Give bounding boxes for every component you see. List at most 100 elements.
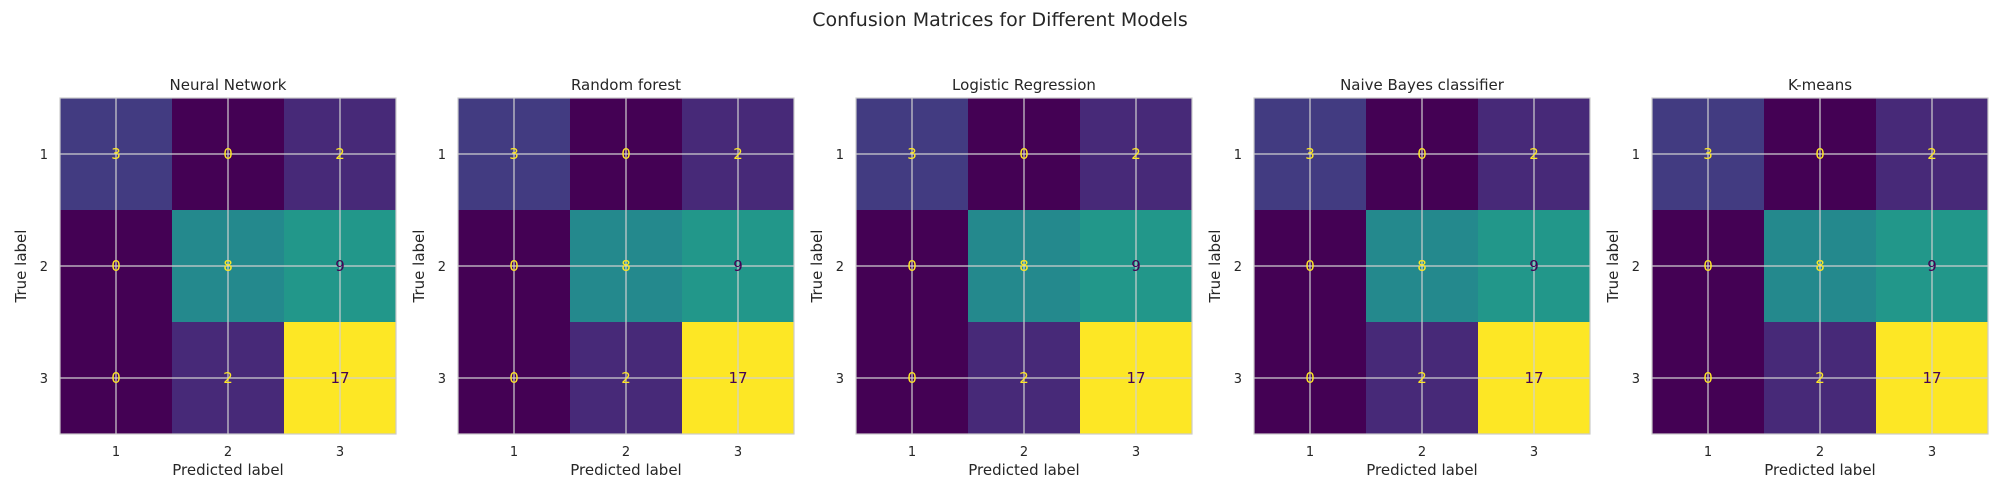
panel-1: Random forest 3 0 2 0 8 9 0 2 17 1 2 3 1 2 3 Predicted l… [410, 76, 795, 479]
y-axis-label: True label [12, 230, 30, 304]
cell-value-label: 2 [335, 145, 345, 163]
cell-value-label: 3 [111, 145, 121, 163]
cell-value-label: 8 [621, 257, 631, 275]
y-tick-label: 2 [40, 260, 48, 275]
cell-value-label: 3 [1703, 145, 1713, 163]
cell-value-label: 17 [330, 369, 349, 387]
x-tick-label: 2 [224, 445, 232, 460]
x-tick-label: 1 [1704, 445, 1712, 460]
cell-value-label: 0 [621, 145, 631, 163]
x-tick-label: 3 [1928, 445, 1936, 460]
cell-value-label: 2 [621, 369, 631, 387]
cell-value-label: 0 [509, 369, 519, 387]
panel-title: Naive Bayes classifier [1340, 76, 1505, 94]
y-axis-label: True label [1206, 230, 1224, 304]
panel-title: Neural Network [170, 76, 287, 94]
panels: Neural Network 3 0 2 0 8 9 0 2 17 1 2 3 1 2 3 Predicted … [12, 76, 1989, 479]
cell-value-label: 0 [111, 369, 121, 387]
x-tick-label: 2 [622, 445, 630, 460]
cell-value-label: 9 [1927, 257, 1937, 275]
cell-value-label: 0 [1815, 145, 1825, 163]
panel-title: K-means [1788, 76, 1852, 94]
x-axis-label: Predicted label [1366, 461, 1477, 479]
cell-value-label: 9 [733, 257, 743, 275]
cell-value-label: 0 [1703, 257, 1713, 275]
y-tick-label: 3 [40, 372, 48, 387]
y-tick-label: 1 [1632, 148, 1640, 163]
x-tick-label: 2 [1418, 445, 1426, 460]
x-tick-label: 2 [1020, 445, 1028, 460]
cell-value-label: 17 [1922, 369, 1941, 387]
x-tick-label: 1 [1306, 445, 1314, 460]
x-tick-label: 3 [336, 445, 344, 460]
cell-value-label: 0 [111, 257, 121, 275]
y-tick-label: 2 [1234, 260, 1242, 275]
panel-title: Random forest [571, 76, 681, 94]
cell-value-label: 3 [907, 145, 917, 163]
x-tick-label: 3 [734, 445, 742, 460]
cell-value-label: 8 [1019, 257, 1029, 275]
cell-value-label: 9 [335, 257, 345, 275]
cell-value-label: 8 [1417, 257, 1427, 275]
cell-value-label: 2 [1927, 145, 1937, 163]
cell-value-label: 2 [1417, 369, 1427, 387]
x-tick-label: 1 [510, 445, 518, 460]
axes-frame [1651, 97, 1989, 435]
x-tick-label: 1 [112, 445, 120, 460]
y-tick-label: 1 [836, 148, 844, 163]
y-tick-label: 1 [438, 148, 446, 163]
y-tick-label: 2 [438, 260, 446, 275]
cell-value-label: 9 [1529, 257, 1539, 275]
x-axis-label: Predicted label [968, 461, 1079, 479]
cell-value-label: 0 [907, 369, 917, 387]
cell-value-label: 17 [1524, 369, 1543, 387]
cell-value-label: 9 [1131, 257, 1141, 275]
cell-value-label: 2 [733, 145, 743, 163]
panel-3: Naive Bayes classifier 3 0 2 0 8 9 0 2 17 1 2 3 1 2 3 Pr… [1206, 76, 1591, 479]
panel-4: K-means 3 0 2 0 8 9 0 2 17 1 2 3 1 2 3 Predicted label Tr… [1604, 76, 1989, 479]
cell-value-label: 0 [1305, 257, 1315, 275]
panel-0: Neural Network 3 0 2 0 8 9 0 2 17 1 2 3 1 2 3 Predicted … [12, 76, 397, 479]
cell-value-label: 0 [1703, 369, 1713, 387]
y-axis-label: True label [410, 230, 428, 304]
cell-value-label: 0 [223, 145, 233, 163]
x-tick-label: 3 [1132, 445, 1140, 460]
cell-value-label: 2 [1529, 145, 1539, 163]
axes-frame [1253, 97, 1591, 435]
cell-value-label: 2 [1815, 369, 1825, 387]
cell-value-label: 0 [509, 257, 519, 275]
panel-title: Logistic Regression [952, 76, 1096, 94]
cell-value-label: 17 [728, 369, 747, 387]
cell-value-label: 0 [1019, 145, 1029, 163]
y-tick-label: 3 [1632, 372, 1640, 387]
y-tick-label: 2 [1632, 260, 1640, 275]
x-axis-label: Predicted label [172, 461, 283, 479]
cell-value-label: 3 [1305, 145, 1315, 163]
panel-2: Logistic Regression 3 0 2 0 8 9 0 2 17 1 2 3 1 2 3 Predi… [808, 76, 1193, 479]
x-tick-label: 3 [1530, 445, 1538, 460]
cell-value-label: 17 [1126, 369, 1145, 387]
cell-value-label: 0 [1417, 145, 1427, 163]
cell-value-label: 8 [1815, 257, 1825, 275]
axes-frame [855, 97, 1193, 435]
cell-value-label: 3 [509, 145, 519, 163]
y-axis-label: True label [808, 230, 826, 304]
cell-value-label: 0 [1305, 369, 1315, 387]
y-tick-label: 2 [836, 260, 844, 275]
x-tick-label: 1 [908, 445, 916, 460]
y-axis-label: True label [1604, 230, 1622, 304]
y-tick-label: 3 [1234, 372, 1242, 387]
y-tick-label: 1 [1234, 148, 1242, 163]
cell-value-label: 2 [223, 369, 233, 387]
x-axis-label: Predicted label [570, 461, 681, 479]
y-tick-label: 1 [40, 148, 48, 163]
x-axis-label: Predicted label [1764, 461, 1875, 479]
figure-title: Confusion Matrices for Different Models [812, 9, 1188, 31]
y-tick-label: 3 [438, 372, 446, 387]
cell-value-label: 0 [907, 257, 917, 275]
cell-value-label: 2 [1131, 145, 1141, 163]
cell-value-label: 8 [223, 257, 233, 275]
axes-frame [59, 97, 397, 435]
cell-value-label: 2 [1019, 369, 1029, 387]
